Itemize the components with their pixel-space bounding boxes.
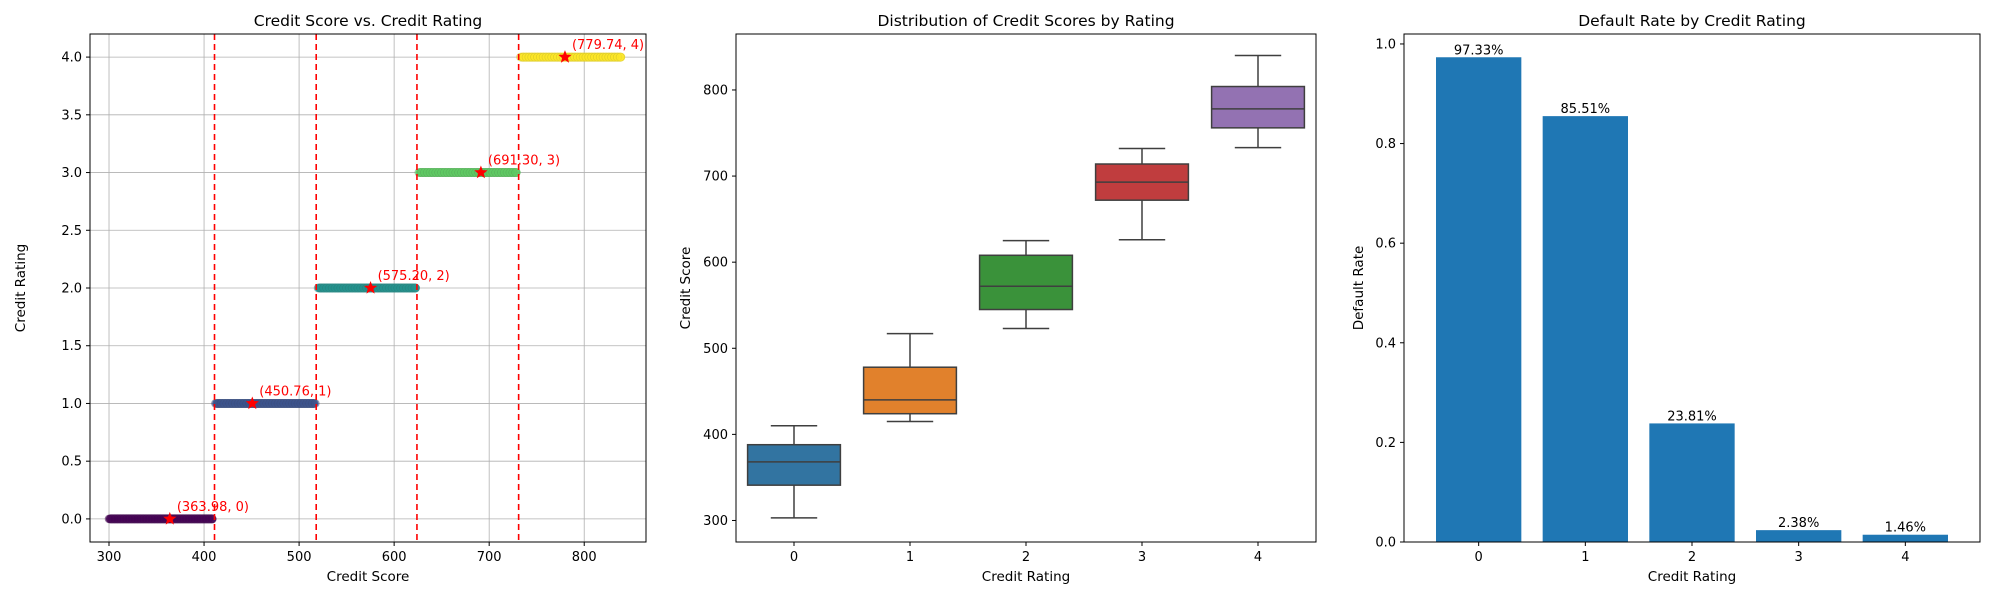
mean-star-marker bbox=[245, 396, 259, 410]
y-tick-label: 800 bbox=[703, 83, 728, 98]
x-tick-label: 1 bbox=[906, 550, 914, 565]
y-tick-label: 700 bbox=[703, 170, 728, 185]
y-tick-label: 0.6 bbox=[1375, 237, 1396, 252]
y-tick-label: 1.0 bbox=[61, 397, 82, 412]
y-tick-label: 0.2 bbox=[1375, 436, 1396, 451]
bar-chart: 97.33% 85.51% 23.81% 2.38% 1.46% 0 1 2 3 4 0.0 0.2 0… bbox=[1351, 12, 1981, 585]
y-axis-label: Credit Rating bbox=[13, 244, 29, 332]
bar-rating-2 bbox=[1649, 423, 1735, 542]
x-axis-label: Credit Rating bbox=[1648, 569, 1736, 585]
x-tick-label: 700 bbox=[477, 550, 502, 565]
y-tick-label: 4.0 bbox=[61, 51, 82, 66]
y-tick-label: 0.8 bbox=[1375, 137, 1396, 152]
chart-title: Default Rate by Credit Rating bbox=[1578, 12, 1805, 30]
y-tick-label: 0.0 bbox=[1375, 536, 1396, 551]
y-tick-label: 2.0 bbox=[61, 282, 82, 297]
mean-annotation: (450.76, 1) bbox=[259, 384, 331, 399]
iqr-box bbox=[1210, 85, 1306, 129]
bar-rating-1 bbox=[1542, 116, 1628, 543]
x-tick-label: 300 bbox=[97, 550, 122, 565]
bar-value-label: 1.46% bbox=[1885, 521, 1926, 536]
data-point bbox=[615, 52, 625, 62]
x-tick-label: 0 bbox=[1475, 550, 1483, 565]
mean-star-marker bbox=[363, 281, 378, 294]
x-axis-label: Credit Rating bbox=[982, 569, 1070, 585]
series-rating-0 bbox=[104, 514, 217, 524]
bar-value-label: 97.33% bbox=[1454, 43, 1504, 58]
x-tick-label: 500 bbox=[287, 550, 312, 565]
bar-rating-3 bbox=[1756, 530, 1842, 542]
mean-star-marker bbox=[558, 50, 572, 63]
x-tick-label: 4 bbox=[1901, 550, 1909, 565]
y-tick-label: 2.5 bbox=[61, 224, 82, 239]
y-tick-label: 600 bbox=[703, 256, 728, 271]
y-tick-label: 300 bbox=[703, 514, 728, 529]
series-rating-3 bbox=[414, 168, 521, 178]
series-rating-2 bbox=[313, 283, 420, 293]
y-tick-label: 1.5 bbox=[61, 339, 82, 354]
y-tick-label: 400 bbox=[703, 428, 728, 443]
box-chart: 0 1 2 3 4 300 400 500 600 700 800 Distribution of C… bbox=[678, 12, 1317, 585]
bar-value-label: 85.51% bbox=[1561, 102, 1611, 117]
box-rating-3 bbox=[1094, 147, 1190, 241]
bar-value-label: 2.38% bbox=[1778, 516, 1819, 531]
x-tick-label: 0 bbox=[790, 550, 798, 565]
series-rating-4 bbox=[516, 52, 626, 62]
x-axis-label: Credit Score bbox=[327, 569, 410, 585]
mean-annotation: (691.30, 3) bbox=[488, 154, 560, 169]
box-rating-1 bbox=[862, 332, 958, 423]
y-tick-label: 1.0 bbox=[1375, 37, 1396, 52]
bar-rating-0 bbox=[1436, 57, 1522, 543]
x-tick-label: 2 bbox=[1022, 550, 1030, 565]
mean-star-marker bbox=[474, 165, 488, 179]
bar-rating-4 bbox=[1862, 534, 1948, 542]
x-tick-label: 3 bbox=[1795, 550, 1803, 565]
x-tick-label: 800 bbox=[572, 550, 597, 565]
mean-annotation: (363.98, 0) bbox=[177, 500, 249, 515]
scatter-chart: (363.98, 0) (450.76, 1) (575.20, 2) (691.30… bbox=[13, 12, 647, 585]
x-tick-label: 600 bbox=[382, 550, 407, 565]
y-tick-label: 0.0 bbox=[61, 512, 82, 527]
iqr-box bbox=[746, 443, 842, 486]
box-rating-2 bbox=[978, 239, 1074, 330]
mean-star-marker bbox=[163, 511, 177, 525]
chart-title: Credit Score vs. Credit Rating bbox=[254, 12, 483, 30]
y-tick-label: 500 bbox=[703, 342, 728, 357]
mean-annotation: (575.20, 2) bbox=[378, 269, 450, 284]
x-tick-label: 2 bbox=[1688, 550, 1696, 565]
y-axis-label: Default Rate bbox=[1351, 246, 1367, 331]
series-rating-1 bbox=[210, 398, 320, 408]
chart-title: Distribution of Credit Scores by Rating bbox=[877, 12, 1174, 30]
y-tick-label: 3.5 bbox=[61, 108, 82, 123]
x-tick-label: 4 bbox=[1254, 550, 1262, 565]
data-point bbox=[410, 283, 420, 293]
bar-value-label: 23.81% bbox=[1667, 409, 1717, 424]
box-rating-4 bbox=[1210, 54, 1306, 149]
x-tick-label: 3 bbox=[1138, 550, 1146, 565]
y-tick-label: 0.5 bbox=[61, 455, 82, 470]
y-axis-label: Credit Score bbox=[678, 247, 694, 330]
mean-annotation: (779.74, 4) bbox=[572, 38, 644, 53]
x-tick-label: 1 bbox=[1581, 550, 1589, 565]
iqr-box bbox=[862, 366, 958, 415]
data-point bbox=[310, 398, 320, 408]
box-rating-0 bbox=[746, 425, 842, 519]
iqr-box bbox=[978, 254, 1074, 311]
y-tick-label: 3.0 bbox=[61, 166, 82, 181]
y-tick-label: 0.4 bbox=[1375, 336, 1396, 351]
x-tick-label: 400 bbox=[192, 550, 217, 565]
